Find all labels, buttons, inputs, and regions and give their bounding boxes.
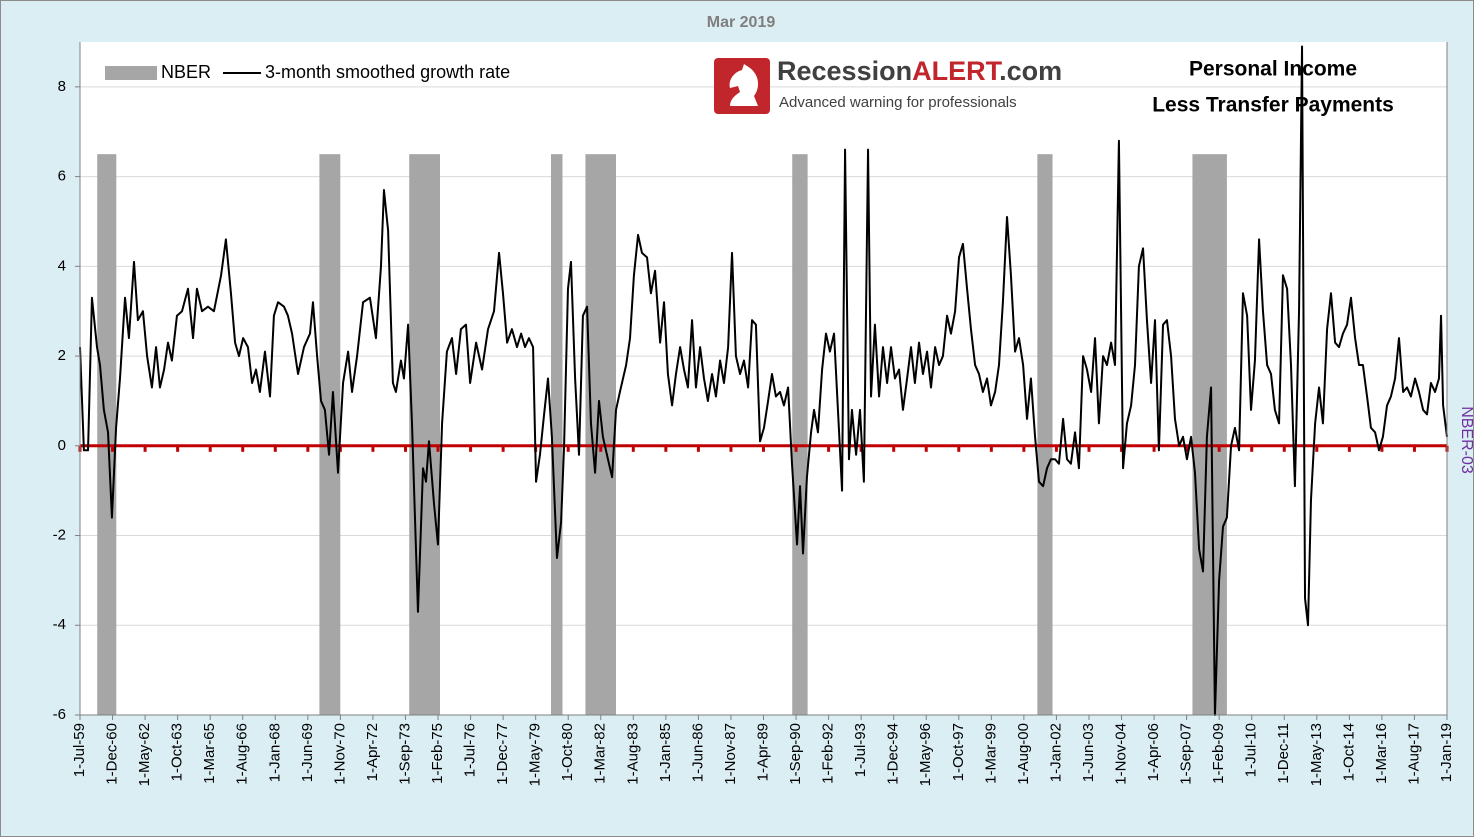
x-tick-label: 1-Mar-82 (592, 723, 609, 784)
x-tick-label: 1-Jan-85 (657, 723, 674, 782)
y-tick-label: 4 (58, 257, 66, 274)
recession-band (97, 154, 117, 715)
annotation: Less Transfer Payments (1152, 94, 1394, 117)
x-tick-label: 1-Aug-66 (234, 723, 251, 785)
recession-band (1192, 154, 1227, 715)
logo-tagline: Advanced warning for professionals (779, 94, 1017, 111)
x-tick-label: 1-Apr-72 (364, 723, 381, 781)
recession-band (409, 154, 441, 715)
recession-band (550, 154, 563, 715)
x-tick-label: 1-Dec-60 (104, 723, 121, 785)
x-tick-label: 1-May-13 (1308, 723, 1325, 786)
x-tick-label: 1-Jul-93 (852, 723, 869, 777)
annotation: Personal Income (1189, 58, 1357, 81)
line-layer (79, 45, 1448, 716)
x-tick-label: 1-Mar-65 (201, 723, 218, 784)
x-tick-label: 1-Jun-69 (299, 723, 316, 782)
plot-area (80, 42, 1447, 715)
x-tick-label: 1-Feb-92 (820, 723, 837, 784)
logo-name-part: .com (999, 56, 1062, 86)
y-tick-label: -4 (53, 616, 66, 633)
x-tick-label: 1-Mar-16 (1373, 723, 1390, 784)
x-tick-label: 1-Sep-90 (787, 723, 804, 785)
x-tick-label: 1-Dec-11 (1275, 723, 1292, 784)
legend: NBER 3-month smoothed growth rate (105, 62, 510, 82)
axes-layer: -6 -4 -2 0 2 4 6 8 1-Jul-59 1-Dec-60 1-May-62 1-Oct… (53, 42, 1455, 786)
recession-band (585, 154, 617, 715)
x-tick-label: 1-May-62 (136, 723, 153, 786)
logo: RecessionALERT.com Advanced warning for … (714, 56, 1062, 114)
x-tick-label: 1-Jul-59 (71, 723, 88, 777)
x-tick-label: 1-Mar-99 (982, 723, 999, 784)
legend-label: 3-month smoothed growth rate (265, 62, 510, 82)
x-tick-label: 1-Jul-76 (462, 723, 479, 777)
legend-label: NBER (161, 62, 211, 82)
x-tick-label: 1-May-79 (527, 723, 544, 786)
x-tick-label: 1-Dec-77 (494, 723, 511, 785)
x-tick-label: 1-Nov-87 (722, 723, 739, 785)
x-tick-label: 1-Feb-75 (429, 723, 446, 784)
x-tick-label: 1-Jun-86 (689, 723, 706, 782)
band-layer (97, 154, 1227, 715)
x-tick-label: 1-Aug-17 (1405, 723, 1422, 785)
x-tick-label: 1-Jan-02 (1047, 723, 1064, 782)
line-series (79, 45, 1448, 716)
logo-knight (729, 64, 759, 106)
recession-band (792, 154, 808, 715)
x-tick-label: 1-Feb-09 (1210, 723, 1227, 784)
logo-name-part: ALERT (912, 56, 1002, 86)
y-tick-label: 0 (58, 437, 66, 454)
x-tick-label: 1-Oct-14 (1340, 723, 1357, 781)
recession-band (1037, 154, 1053, 715)
y-tick-label: 2 (58, 347, 66, 364)
y-tick-label: 6 (58, 168, 66, 185)
y2-axis-label: NBER-03 (1458, 406, 1474, 474)
x-tick-label: 1-Aug-00 (1015, 723, 1032, 785)
x-tick-label: 1-Jan-19 (1438, 723, 1455, 782)
x-tick-label: 1-Jul-10 (1243, 723, 1260, 777)
x-tick-label: 1-Nov-04 (1112, 723, 1129, 785)
x-tick-label: 1-May-96 (917, 723, 934, 786)
x-tick-label: 1-Jun-03 (1080, 723, 1097, 782)
legend-swatch (105, 66, 157, 80)
x-tick-label: 1-Sep-07 (1178, 723, 1195, 785)
x-tick-label: 1-Aug-83 (624, 723, 641, 785)
chart-title: Mar 2019 (707, 14, 776, 31)
x-tick-label: 1-Oct-80 (559, 723, 576, 781)
x-tick-label: 1-Oct-97 (950, 723, 967, 781)
x-tick-label: 1-Jan-68 (266, 723, 283, 782)
logo-name-part: Recession (777, 56, 912, 86)
x-tick-label: 1-Apr-89 (754, 723, 771, 781)
y-tick-label: -2 (53, 527, 66, 544)
x-tick-label: 1-Nov-70 (331, 723, 348, 785)
x-tick-label: 1-Dec-94 (885, 723, 902, 785)
x-tick-label: 1-Oct-63 (169, 723, 186, 781)
logo-name: RecessionALERT.com (777, 56, 1062, 86)
x-tick-label: 1-Sep-73 (396, 723, 413, 785)
reference-layer (78, 444, 1449, 452)
y-tick-label: -6 (53, 706, 66, 723)
y-tick-label: 8 (58, 78, 66, 95)
x-tick-label: 1-Apr-06 (1145, 723, 1162, 781)
